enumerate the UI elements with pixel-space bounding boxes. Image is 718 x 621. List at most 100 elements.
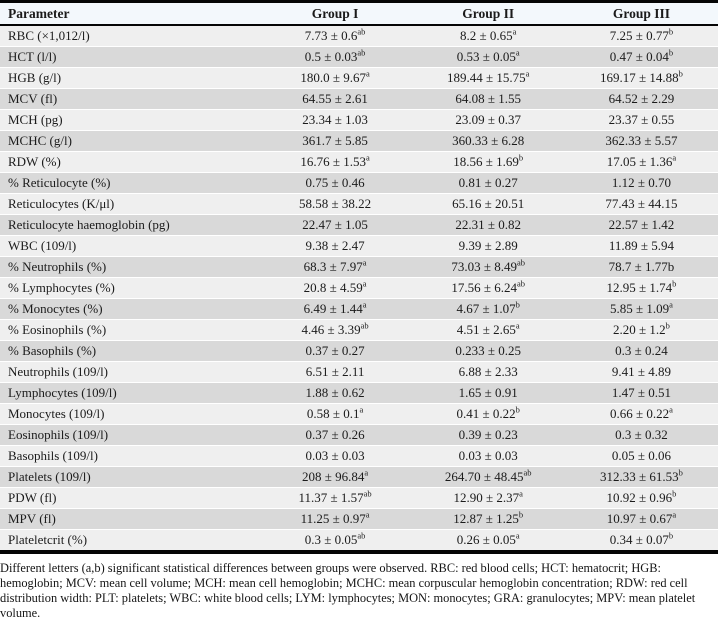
- significance-superscript: b: [665, 320, 670, 331]
- parameter-cell: Eosinophils (109/l): [0, 424, 259, 446]
- table-row: % Lymphocytes (%) 20.8 ± 4.59a 17.56 ± 6.2…: [0, 277, 718, 299]
- header-row: Parameter Group I Group II Group III: [0, 1, 718, 26]
- value-cell: 17.56 ± 6.24ab: [411, 277, 565, 299]
- value-cell: 0.34 ± 0.07b: [564, 529, 718, 552]
- value-cell: 264.70 ± 48.45ab: [411, 466, 565, 488]
- value-cell: 4.46 ± 3.39ab: [258, 319, 412, 341]
- value-cell: 4.51 ± 2.65a: [411, 319, 565, 341]
- value-cell: 5.85 ± 1.09a: [564, 298, 718, 320]
- value-cell: 169.17 ± 14.88b: [564, 67, 718, 89]
- significance-superscript: a: [672, 509, 677, 520]
- value-cell: 0.05 ± 0.06: [564, 445, 718, 467]
- value-cell: 0.37 ± 0.27: [258, 340, 412, 362]
- table-row: MCH (pg) 23.34 ± 1.03 23.09 ± 0.37 23.37 ± …: [0, 109, 718, 131]
- value-cell: 0.47 ± 0.04b: [564, 46, 718, 68]
- value-cell: 0.39 ± 0.23: [411, 424, 565, 446]
- parameter-cell: Lymphocytes (109/l): [0, 382, 259, 404]
- parameter-cell: Reticulocytes (K/μl): [0, 193, 259, 215]
- value-cell: 58.58 ± 38.22: [258, 193, 412, 215]
- value-cell: 6.49 ± 1.44a: [258, 298, 412, 320]
- significance-superscript: b: [678, 68, 683, 79]
- significance-superscript: a: [515, 530, 520, 541]
- value-cell: 10.97 ± 0.67a: [564, 508, 718, 530]
- value-cell: 0.58 ± 0.1a: [258, 403, 412, 425]
- significance-superscript: a: [515, 47, 520, 58]
- value-cell: 11.25 ± 0.97a: [258, 508, 412, 530]
- value-cell: 64.55 ± 2.61: [258, 88, 412, 110]
- value-cell: 361.7 ± 5.85: [258, 130, 412, 152]
- significance-superscript: b: [668, 530, 674, 541]
- significance-superscript: ab: [357, 47, 366, 58]
- table-row: % Monocytes (%) 6.49 ± 1.44a 4.67 ± 1.07b 5…: [0, 298, 718, 320]
- parameter-cell: Reticulocyte haemoglobin (pg): [0, 214, 259, 236]
- column-header-parameter: Parameter: [0, 1, 259, 26]
- significance-superscript: b: [668, 26, 674, 37]
- parameter-cell: PDW (fl): [0, 487, 259, 509]
- significance-superscript: a: [359, 404, 364, 415]
- value-cell: 78.7 ± 1.77b: [564, 256, 718, 278]
- value-cell: 360.33 ± 6.28: [411, 130, 565, 152]
- value-cell: 0.66 ± 0.22a: [564, 403, 718, 425]
- parameter-cell: Neutrophils (109/l): [0, 361, 259, 383]
- value-cell: 362.33 ± 5.57: [564, 130, 718, 152]
- value-cell: 6.88 ± 2.33: [411, 361, 565, 383]
- table-row: Plateletcrit (%) 0.3 ± 0.05ab 0.26 ± 0.05a…: [0, 529, 718, 552]
- value-cell: 4.67 ± 1.07b: [411, 298, 565, 320]
- value-cell: 17.05 ± 1.36a: [564, 151, 718, 173]
- value-cell: 0.37 ± 0.26: [258, 424, 412, 446]
- significance-superscript: a: [519, 488, 523, 499]
- parameter-cell: Plateletcrit (%): [0, 529, 259, 552]
- value-cell: 1.88 ± 0.62: [258, 382, 412, 404]
- value-cell: 7.25 ± 0.77b: [564, 24, 718, 47]
- table-row: MCHC (g/l) 361.7 ± 5.85 360.33 ± 6.28 362.3…: [0, 130, 718, 152]
- column-header-group3: Group III: [564, 1, 718, 26]
- table-row: RDW (%) 16.76 ± 1.53a 18.56 ± 1.69b 17.05 ±…: [0, 151, 718, 173]
- value-cell: 12.87 ± 1.25b: [411, 508, 565, 530]
- column-header-group1: Group I: [258, 1, 412, 26]
- value-cell: 8.2 ± 0.65a: [411, 24, 565, 47]
- value-cell: 7.73 ± 0.6ab: [258, 24, 412, 47]
- table-row: Platelets (109/l) 208 ± 96.84a 264.70 ± 48…: [0, 466, 718, 488]
- significance-superscript: ab: [517, 257, 526, 268]
- parameter-cell: Monocytes (109/l): [0, 403, 259, 425]
- value-cell: 64.08 ± 1.55: [411, 88, 565, 110]
- value-cell: 23.09 ± 0.37: [411, 109, 565, 131]
- significance-superscript: ab: [517, 278, 526, 289]
- table-row: WBC (109/l) 9.38 ± 2.47 9.39 ± 2.89 11.89 ±…: [0, 235, 718, 257]
- table-row: RBC (×1,012/l) 7.73 ± 0.6ab 8.2 ± 0.65a 7.2…: [0, 24, 718, 47]
- significance-superscript: b: [518, 152, 524, 163]
- value-cell: 12.90 ± 2.37a: [411, 487, 565, 509]
- value-cell: 9.41 ± 4.89: [564, 361, 718, 383]
- parameter-cell: RDW (%): [0, 151, 259, 173]
- value-cell: 22.57 ± 1.42: [564, 214, 718, 236]
- significance-superscript: a: [365, 509, 370, 520]
- table-row: % Reticulocyte (%) 0.75 ± 0.46 0.81 ± 0.27…: [0, 172, 718, 194]
- parameter-cell: HCT (l/l): [0, 46, 259, 68]
- parameter-cell: Basophils (109/l): [0, 445, 259, 467]
- significance-superscript: a: [512, 26, 517, 37]
- table-row: Monocytes (109/l) 0.58 ± 0.1a 0.41 ± 0.22b…: [0, 403, 718, 425]
- value-cell: 0.41 ± 0.22b: [411, 403, 565, 425]
- significance-superscript: ab: [523, 467, 532, 478]
- significance-superscript: b: [678, 467, 683, 478]
- value-cell: 16.76 ± 1.53a: [258, 151, 412, 173]
- significance-superscript: a: [362, 278, 367, 289]
- value-cell: 1.65 ± 0.91: [411, 382, 565, 404]
- value-cell: 65.16 ± 20.51: [411, 193, 565, 215]
- value-cell: 1.12 ± 0.70: [564, 172, 718, 194]
- significance-superscript: b: [515, 299, 520, 310]
- table-row: MPV (fl) 11.25 ± 0.97a 12.87 ± 1.25b 10.97 …: [0, 508, 718, 530]
- significance-superscript: a: [525, 68, 530, 79]
- table-row: Basophils (109/l) 0.03 ± 0.03 0.03 ± 0.03 0…: [0, 445, 718, 467]
- value-cell: 9.38 ± 2.47: [258, 235, 412, 257]
- parameter-cell: % Monocytes (%): [0, 298, 259, 320]
- value-cell: 208 ± 96.84a: [258, 466, 412, 488]
- table-row: % Eosinophils (%) 4.46 ± 3.39ab 4.51 ± 2.6…: [0, 319, 718, 341]
- value-cell: 0.53 ± 0.05a: [411, 46, 565, 68]
- significance-superscript: b: [518, 509, 524, 520]
- parameter-cell: MCV (fl): [0, 88, 259, 110]
- value-cell: 11.89 ± 5.94: [564, 235, 718, 257]
- value-cell: 77.43 ± 44.15: [564, 193, 718, 215]
- value-cell: 23.34 ± 1.03: [258, 109, 412, 131]
- value-cell: 0.75 ± 0.46: [258, 172, 412, 194]
